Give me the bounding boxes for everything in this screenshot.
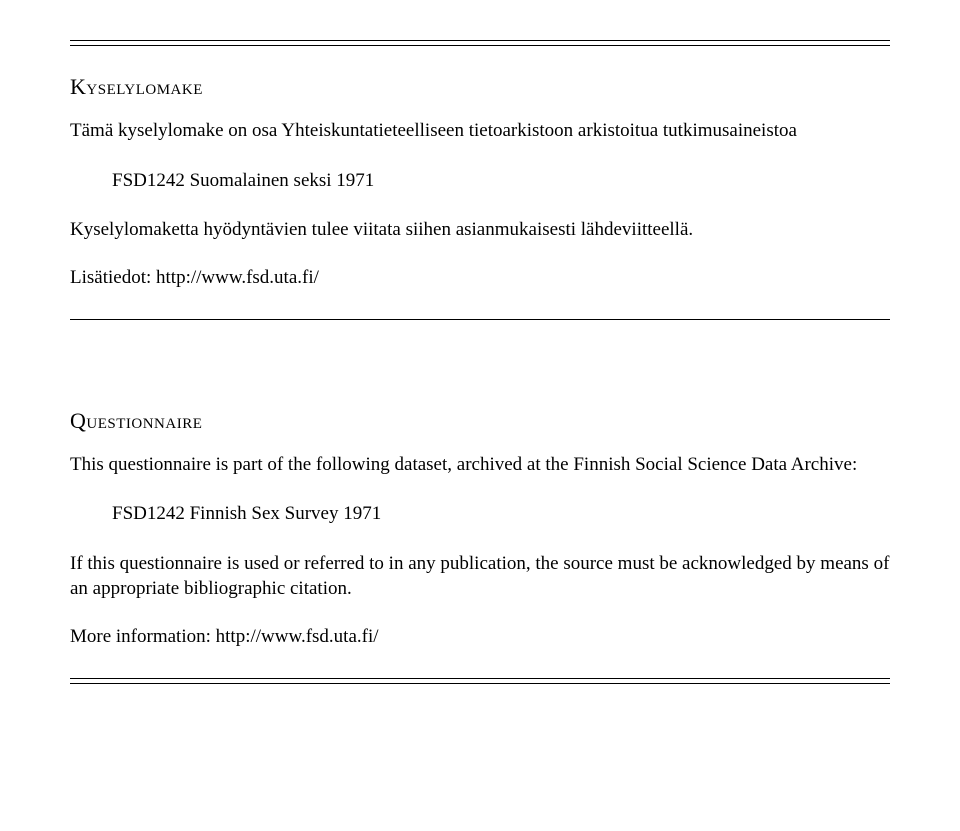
section-gap [70,320,890,380]
section-1-more-info: Lisätiedot: http://www.fsd.uta.fi/ [70,265,890,291]
section-1-heading: Kyselylomake [70,74,890,100]
document-page: Kyselylomake Tämä kyselylomake on osa Yh… [0,0,960,724]
section-2-intro: This questionnaire is part of the follow… [70,452,890,478]
section-1: Kyselylomake Tämä kyselylomake on osa Yh… [70,74,890,291]
section-2: Questionnaire This questionnaire is part… [70,408,890,650]
section-2-heading: Questionnaire [70,408,890,434]
section-1-intro: Tämä kyselylomake on osa Yhteiskuntatiet… [70,118,890,144]
section-2-more-info: More information: http://www.fsd.uta.fi/ [70,624,890,650]
top-rule-2 [70,45,890,46]
section-1-usage: Kyselylomaketta hyödyntävien tulee viita… [70,217,890,243]
bottom-rule-2 [70,683,890,684]
section-1-dataset: FSD1242 Suomalainen seksi 1971 [112,168,890,194]
section-2-usage: If this questionnaire is used or referre… [70,551,890,602]
section-2-dataset: FSD1242 Finnish Sex Survey 1971 [112,501,890,527]
